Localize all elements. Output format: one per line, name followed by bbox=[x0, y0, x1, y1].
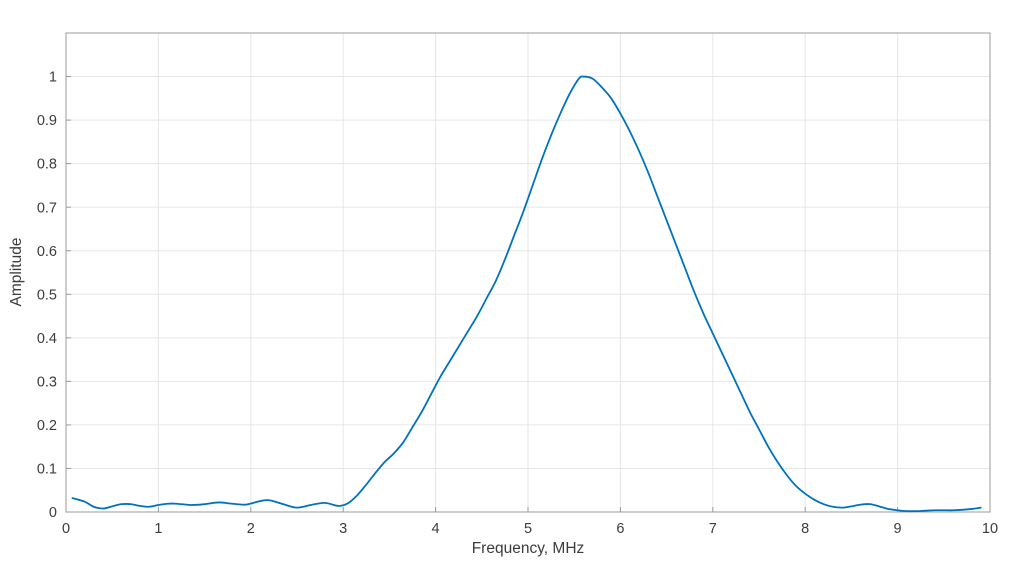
y-tick-label: 0.1 bbox=[37, 462, 57, 478]
y-tick-label: 0.4 bbox=[37, 331, 57, 347]
x-tick-label: 8 bbox=[801, 521, 809, 537]
x-tick-label: 10 bbox=[982, 521, 998, 537]
x-tick-label: 0 bbox=[62, 521, 70, 537]
x-tick-label: 9 bbox=[894, 521, 902, 537]
grid-lines bbox=[65, 33, 991, 513]
y-tick-label: 0.6 bbox=[37, 244, 57, 260]
x-tick-label: 6 bbox=[616, 521, 624, 537]
x-tick-labels: 0 1 2 3 4 5 6 7 8 9 10 bbox=[62, 521, 998, 537]
x-tick-label: 5 bbox=[524, 521, 532, 537]
x-axis-label: Frequency, MHz bbox=[472, 540, 585, 557]
x-tick-label: 4 bbox=[432, 521, 440, 537]
y-tick-labels: 0 0.1 0.2 0.3 0.4 0.5 0.6 0.7 0.8 0.9 1 bbox=[37, 70, 57, 521]
y-tick-label: 0.8 bbox=[37, 157, 57, 173]
plot-generated-layers: 0 1 2 3 4 5 6 7 8 9 10 0 0.1 0.2 0.3 0.4 0.5 0.6 0.7 0.8 0.9… bbox=[37, 32, 998, 537]
x-tick-label: 3 bbox=[339, 521, 347, 537]
y-tick-label: 0.9 bbox=[37, 113, 57, 129]
x-tick-label: 1 bbox=[154, 521, 162, 537]
y-axis-label: Amplitude bbox=[8, 238, 25, 307]
spectrum-curve bbox=[71, 75, 982, 513]
x-tick-label: 2 bbox=[247, 521, 255, 537]
y-tick-label: 0.5 bbox=[37, 287, 57, 303]
y-tick-label: 0.2 bbox=[37, 418, 57, 434]
y-tick-label: 0.7 bbox=[37, 200, 57, 216]
plot-box bbox=[65, 32, 991, 513]
y-tick-label: 1 bbox=[49, 70, 57, 86]
x-tick-label: 7 bbox=[709, 521, 717, 537]
y-tick-label: 0 bbox=[49, 505, 57, 521]
y-tick-label: 0.3 bbox=[37, 374, 57, 390]
